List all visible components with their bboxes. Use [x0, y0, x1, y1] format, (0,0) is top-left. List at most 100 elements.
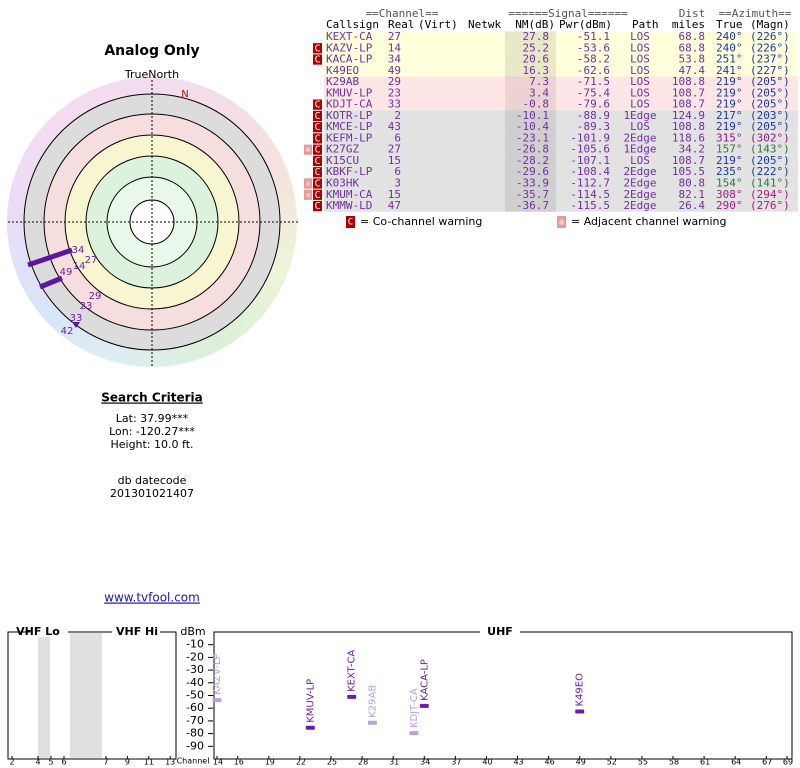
row-bg [324, 98, 798, 111]
co-channel-badge [313, 189, 322, 200]
x-tick-label: 37 [451, 758, 461, 767]
x-label: Channel [177, 757, 210, 766]
nm-bg [505, 166, 556, 178]
nm-bg [505, 65, 556, 77]
co-channel-badge [313, 54, 322, 65]
signal-mark [575, 709, 585, 714]
cell-path: 1Edge [623, 109, 656, 122]
cell-dist: 118.6 [672, 131, 705, 144]
cell-pwr: -53.6 [577, 41, 610, 54]
x-tick-label: 67 [762, 758, 772, 767]
cell-real: 27 [388, 143, 401, 156]
x-tick-label: 49 [576, 758, 586, 767]
cell-true: 290° [716, 199, 743, 212]
cell-nm: -33.9 [516, 177, 549, 190]
adjacent-badge [304, 178, 312, 189]
station-label: K49EO [575, 673, 586, 707]
cell-callsign: KEFM-LP [326, 131, 373, 144]
cell-dist: 108.7 [672, 154, 705, 167]
cell-real: 43 [388, 120, 401, 133]
x-tick-label: 31 [389, 758, 399, 767]
warning-symbol: C [314, 145, 320, 156]
warning-symbol: C [314, 100, 320, 111]
cell-true: 315° [716, 131, 743, 144]
row-bg [324, 121, 798, 133]
radar-label: 29 [89, 291, 102, 302]
radar-title: Analog Only [104, 43, 199, 59]
cell-callsign: K29AB [326, 75, 359, 88]
site-link[interactable]: www.tvfool.com [104, 591, 200, 605]
signal-mark [212, 698, 222, 703]
radar-label: 27 [85, 255, 98, 266]
row-bg [324, 110, 798, 122]
cell-dist: 124.9 [672, 109, 705, 122]
adjacent-badge [304, 189, 312, 200]
vhf-band [70, 633, 102, 758]
cell-real: 6 [394, 165, 401, 178]
co-channel-badge [313, 122, 322, 133]
y-tick-label: -30 [186, 663, 204, 676]
row-bg [324, 31, 798, 43]
cell-real: 14 [388, 41, 402, 54]
cell-real: 33 [388, 98, 401, 111]
cell-nm: -36.7 [516, 199, 549, 212]
label-bg [480, 627, 520, 637]
signal-marker [72, 322, 80, 328]
signal-mark [305, 725, 315, 730]
row-bg [324, 166, 798, 178]
cell-nm: -26.8 [516, 143, 549, 156]
height: Height: 10.0 ft. [110, 438, 193, 451]
column-header: Real [388, 18, 415, 31]
station-label: KAZV-LP [212, 654, 223, 696]
x-tick-label: 4 [35, 758, 40, 767]
row-bg [324, 42, 798, 54]
cell-dist: 47.4 [679, 64, 706, 77]
cell-true: 241° [716, 64, 743, 77]
cell-true: 219° [716, 120, 743, 133]
cell-pwr: -88.9 [577, 109, 610, 122]
cell-callsign: K27GZ [326, 143, 359, 156]
co-channel-badge [313, 43, 322, 54]
cell-nm: -28.2 [516, 154, 549, 167]
cell-dist: 34.2 [679, 143, 706, 156]
cell-dist: 82.1 [679, 188, 706, 201]
cell-pwr: -115.5 [570, 199, 610, 212]
nm-bg [505, 155, 556, 167]
nm-bg [505, 53, 556, 66]
signal-bar [27, 247, 73, 268]
cell-magn: (227°) [750, 64, 790, 77]
co-channel-badge [313, 99, 322, 110]
cell-path: LOS [630, 86, 650, 99]
cell-dist: 53.8 [679, 53, 706, 66]
legend-text: = Adjacent channel warning [571, 215, 727, 228]
cell-callsign: KAZV-LP [326, 41, 373, 54]
radar-label: 49 [60, 267, 73, 278]
cell-true: 251° [716, 53, 743, 66]
column-header: Path [632, 18, 659, 31]
x-tick-label: 11 [144, 758, 154, 767]
label-bg [30, 627, 68, 637]
row-bg [324, 144, 798, 156]
uhf-frame [213, 631, 793, 760]
cell-true: 219° [716, 154, 743, 167]
cell-nm: -29.6 [516, 165, 549, 178]
cell-true: 154° [716, 177, 743, 190]
cell-path: LOS [630, 98, 650, 111]
site-link-text[interactable]: www.tvfool.com [104, 591, 200, 605]
row-bg [324, 76, 798, 88]
cell-callsign: KMUM-CA [326, 188, 373, 201]
co-channel-badge [313, 110, 322, 122]
x-tick-label: 69 [783, 758, 793, 767]
warning-symbol: C [314, 43, 320, 54]
group-header: ==Channel== [366, 7, 439, 20]
cell-nm: -0.8 [523, 98, 550, 111]
cell-dist: 26.4 [679, 199, 706, 212]
cell-dist: 68.8 [679, 30, 706, 43]
x-tick-label: 58 [669, 758, 679, 767]
warning-symbol: a [306, 191, 310, 199]
row-bg [324, 87, 798, 99]
signal-mark [367, 720, 377, 725]
cell-pwr: -101.9 [570, 131, 610, 144]
